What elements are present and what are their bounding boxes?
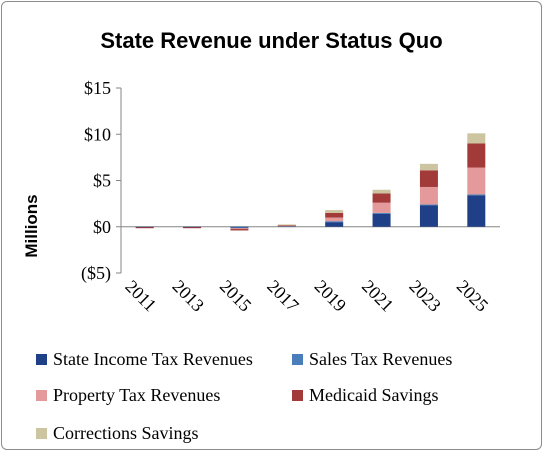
- bar-segment: [183, 227, 202, 229]
- legend-swatch: [36, 354, 47, 365]
- legend-label: State Income Tax Revenues: [53, 349, 253, 369]
- bar-segment: [372, 189, 391, 194]
- bar-segment: [230, 226, 249, 228]
- bar-segment: [325, 222, 344, 227]
- bar-segment: [467, 167, 486, 195]
- legend-item: Property Tax Revenues: [36, 385, 220, 406]
- legend-label: Corrections Savings: [53, 423, 199, 443]
- x-tick-label: 2025: [453, 276, 493, 316]
- y-tick-label: $0: [93, 217, 111, 237]
- x-tick-label: 2015: [216, 276, 256, 316]
- bar-segment: [419, 186, 438, 205]
- bar-segment: [419, 163, 438, 171]
- y-tick-label: $10: [84, 124, 111, 144]
- x-tick-label: 2013: [169, 276, 209, 316]
- legend-item: Medicaid Savings: [292, 385, 438, 406]
- x-tick-label: 2021: [358, 276, 398, 316]
- y-tick-label: $5: [93, 171, 111, 191]
- bar-segment: [419, 170, 438, 187]
- bar-segment: [230, 229, 249, 231]
- chart-title: State Revenue under Status Quo: [100, 28, 443, 53]
- bar-segment: [325, 221, 344, 223]
- bar-segment: [467, 195, 486, 227]
- bar-segment: [419, 204, 438, 206]
- bar-segment: [467, 194, 486, 196]
- bar-segment: [325, 217, 344, 222]
- x-tick-label: 2017: [263, 276, 303, 316]
- y-tick-label: $15: [84, 78, 111, 98]
- legend-swatch: [292, 354, 303, 365]
- bar-segment: [372, 212, 391, 214]
- y-tick-label: ($5): [81, 263, 111, 284]
- legend-item: State Income Tax Revenues: [36, 349, 253, 370]
- bar-segment: [277, 224, 296, 226]
- legend-label: Property Tax Revenues: [53, 385, 221, 405]
- legend-item: Corrections Savings: [36, 423, 199, 444]
- legend-swatch: [36, 390, 47, 401]
- legend-label: Sales Tax Revenues: [309, 349, 453, 369]
- legend-label: Medicaid Savings: [309, 385, 439, 405]
- bar-segment: [325, 210, 344, 213]
- bar-segment: [372, 193, 391, 203]
- legend-item: Sales Tax Revenues: [292, 349, 452, 370]
- bar-segment: [419, 205, 438, 227]
- x-tick-label: 2011: [121, 276, 160, 315]
- legend-swatch: [36, 428, 47, 439]
- bar-segment: [325, 212, 344, 218]
- bar-segment: [135, 227, 154, 229]
- x-tick-label: 2019: [311, 276, 351, 316]
- bar-segment: [230, 228, 249, 230]
- bar-segment: [467, 143, 486, 168]
- bar-segment: [467, 133, 486, 144]
- bar-segment: [372, 213, 391, 227]
- x-tick-label: 2023: [405, 276, 445, 316]
- legend-swatch: [292, 390, 303, 401]
- bar-segment: [372, 202, 391, 213]
